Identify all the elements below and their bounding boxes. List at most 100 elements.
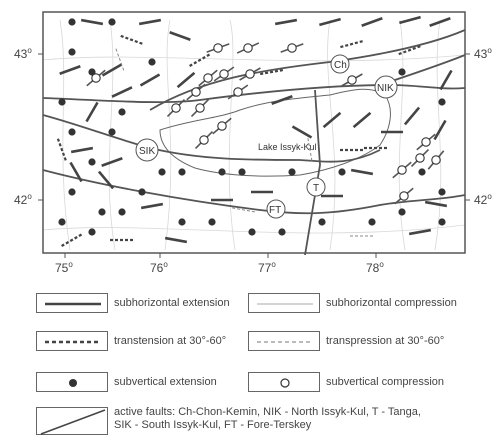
svg-text:Ch: Ch — [334, 60, 347, 71]
subvertical-extension-dot — [438, 218, 446, 226]
subhorizontal-extension-bar — [97, 170, 115, 190]
subvertical-extension-dot — [158, 168, 166, 176]
lon-label-75: 75o — [55, 260, 73, 275]
subvertical-extension-dot — [98, 208, 106, 216]
transpression-bar — [232, 207, 256, 213]
subvertical-extension-dot — [118, 108, 126, 116]
legend-active-faults: active faults: Ch-Chon-Kemin, NIK - Nort… — [36, 406, 421, 435]
subhorizontal-extension-bar — [80, 18, 104, 26]
subhorizontal-extension-bar — [111, 86, 133, 98]
stress-map: Ch NIK SIK T FT Lake Issyk-Kul 43o 42o 4… — [14, 11, 492, 275]
subhorizontal-extension-bar — [350, 168, 374, 176]
subvertical-compression-circle — [217, 121, 227, 131]
subvertical-compression-circle — [245, 69, 255, 79]
transtension-bar — [120, 34, 144, 46]
latitude-labels: 43o 42o 43o 42o — [14, 46, 492, 207]
legend-label: subhorizontal extension — [114, 297, 230, 309]
transpression-bar — [307, 138, 313, 162]
subvertical-compression-circle — [171, 103, 181, 113]
subhorizontal-extension-bar — [69, 161, 83, 183]
subvertical-extension-dot — [68, 188, 76, 196]
fault-label-t: T — [306, 177, 326, 197]
lake-issyk-kul-outline — [159, 88, 391, 177]
lon-label-76: 76o — [150, 260, 168, 275]
subhorizontal-extension-bar — [424, 200, 448, 208]
subvertical-compression-circle — [421, 137, 431, 147]
svg-text:FT: FT — [269, 205, 281, 216]
lon-label-77: 77o — [258, 260, 276, 275]
subvertical-compression-circle — [415, 153, 425, 163]
lat-label-42-left: 42o — [14, 192, 32, 207]
subvertical-compression-circle — [243, 43, 253, 53]
lake-label: Lake Issyk-Kul — [258, 142, 317, 152]
subvertical-extension-dot — [108, 128, 116, 136]
svg-text:SIK: SIK — [139, 146, 155, 157]
fault-label-ch: Ch — [330, 54, 350, 74]
subvertical-compression-circle — [203, 73, 213, 83]
lat-label-43-right: 43o — [474, 46, 492, 61]
legend-transtension: transtension at 30°-60° — [36, 330, 226, 352]
subvertical-extension-dot — [398, 208, 406, 216]
subvertical-extension-dot — [68, 18, 76, 26]
subvertical-extension-dot — [58, 98, 66, 106]
subvertical-extension-dot — [88, 158, 96, 166]
longitude-labels: 75o 76o 77o 78o — [55, 260, 384, 275]
legend-swatch-fault-line — [36, 407, 108, 435]
subvertical-compression-circle — [195, 103, 205, 113]
fault-label-sik: SIK — [135, 138, 159, 162]
legend-subvertical-compression: subvertical compression — [248, 371, 444, 393]
transtension-bar — [340, 39, 364, 49]
fault-ch — [149, 29, 466, 111]
subvertical-compression-circle — [213, 43, 223, 53]
subhorizontal-extension-bar — [271, 95, 293, 105]
subhorizontal-extension-bar — [291, 125, 313, 139]
subvertical-compression-circle — [191, 87, 201, 97]
transtension-bar — [398, 44, 422, 56]
subhorizontal-extension-bar — [70, 146, 94, 154]
subhorizontal-extension-bar — [439, 69, 453, 91]
subhorizontal-extension-bar — [101, 157, 123, 167]
legend-label: transtension at 30°-60° — [114, 335, 227, 347]
subvertical-compression-circle — [287, 43, 297, 53]
subhorizontal-extension-bar — [433, 119, 447, 141]
subhorizontal-extension-bar — [59, 65, 81, 75]
legend-transpression: transpression at 30°-60° — [248, 330, 444, 352]
subvertical-compression-circle — [233, 87, 243, 97]
subvertical-extension-dot — [178, 168, 186, 176]
subhorizontal-extension-bar — [361, 17, 383, 27]
legend-label: subvertical compression — [326, 376, 444, 388]
legend-swatch-filled-dot — [36, 372, 108, 392]
transtension-bar — [56, 138, 68, 162]
subvertical-compression-circle — [347, 75, 357, 85]
subvertical-extension-dot — [338, 168, 346, 176]
subvertical-compression-circle — [397, 165, 407, 175]
fault-labels: Ch NIK SIK T FT — [135, 54, 398, 219]
subvertical-extension-dot — [418, 168, 426, 176]
subvertical-compression-circle — [399, 191, 409, 201]
subvertical-extension-dot — [178, 218, 186, 226]
subvertical-extension-dot — [318, 218, 326, 226]
subvertical-extension-dot — [368, 218, 376, 226]
legend-faults-line-1: active faults: Ch-Chon-Kemin, NIK - Nort… — [114, 406, 421, 418]
subvertical-extension-dot — [118, 208, 126, 216]
subhorizontal-extension-bar — [429, 17, 451, 27]
subhorizontal-extension-bar — [274, 18, 298, 26]
subhorizontal-extension-bar — [352, 111, 372, 129]
fault-ft — [42, 169, 466, 215]
subvertical-extension-dot — [148, 58, 156, 66]
transpression-bar — [115, 48, 125, 72]
legend-swatch-open-circle — [248, 372, 320, 392]
legend: subhorizontal extension subhorizontal co… — [0, 280, 502, 440]
fault-label-nik: NIK — [374, 75, 398, 99]
subhorizontal-extension-bar — [85, 101, 99, 123]
subvertical-extension-dot — [238, 168, 246, 176]
subhorizontal-extension-bar — [139, 73, 161, 87]
subhorizontal-extension-bar — [176, 71, 196, 89]
subvertical-compression-circle — [219, 69, 229, 79]
subhorizontal-extension-bar — [403, 106, 421, 126]
subvertical-extension-dot — [68, 128, 76, 136]
legend-label: subvertical extension — [114, 376, 217, 388]
subvertical-extension-dot — [108, 18, 116, 26]
subvertical-compression-circle — [431, 155, 441, 165]
subvertical-extension-dot — [218, 168, 226, 176]
